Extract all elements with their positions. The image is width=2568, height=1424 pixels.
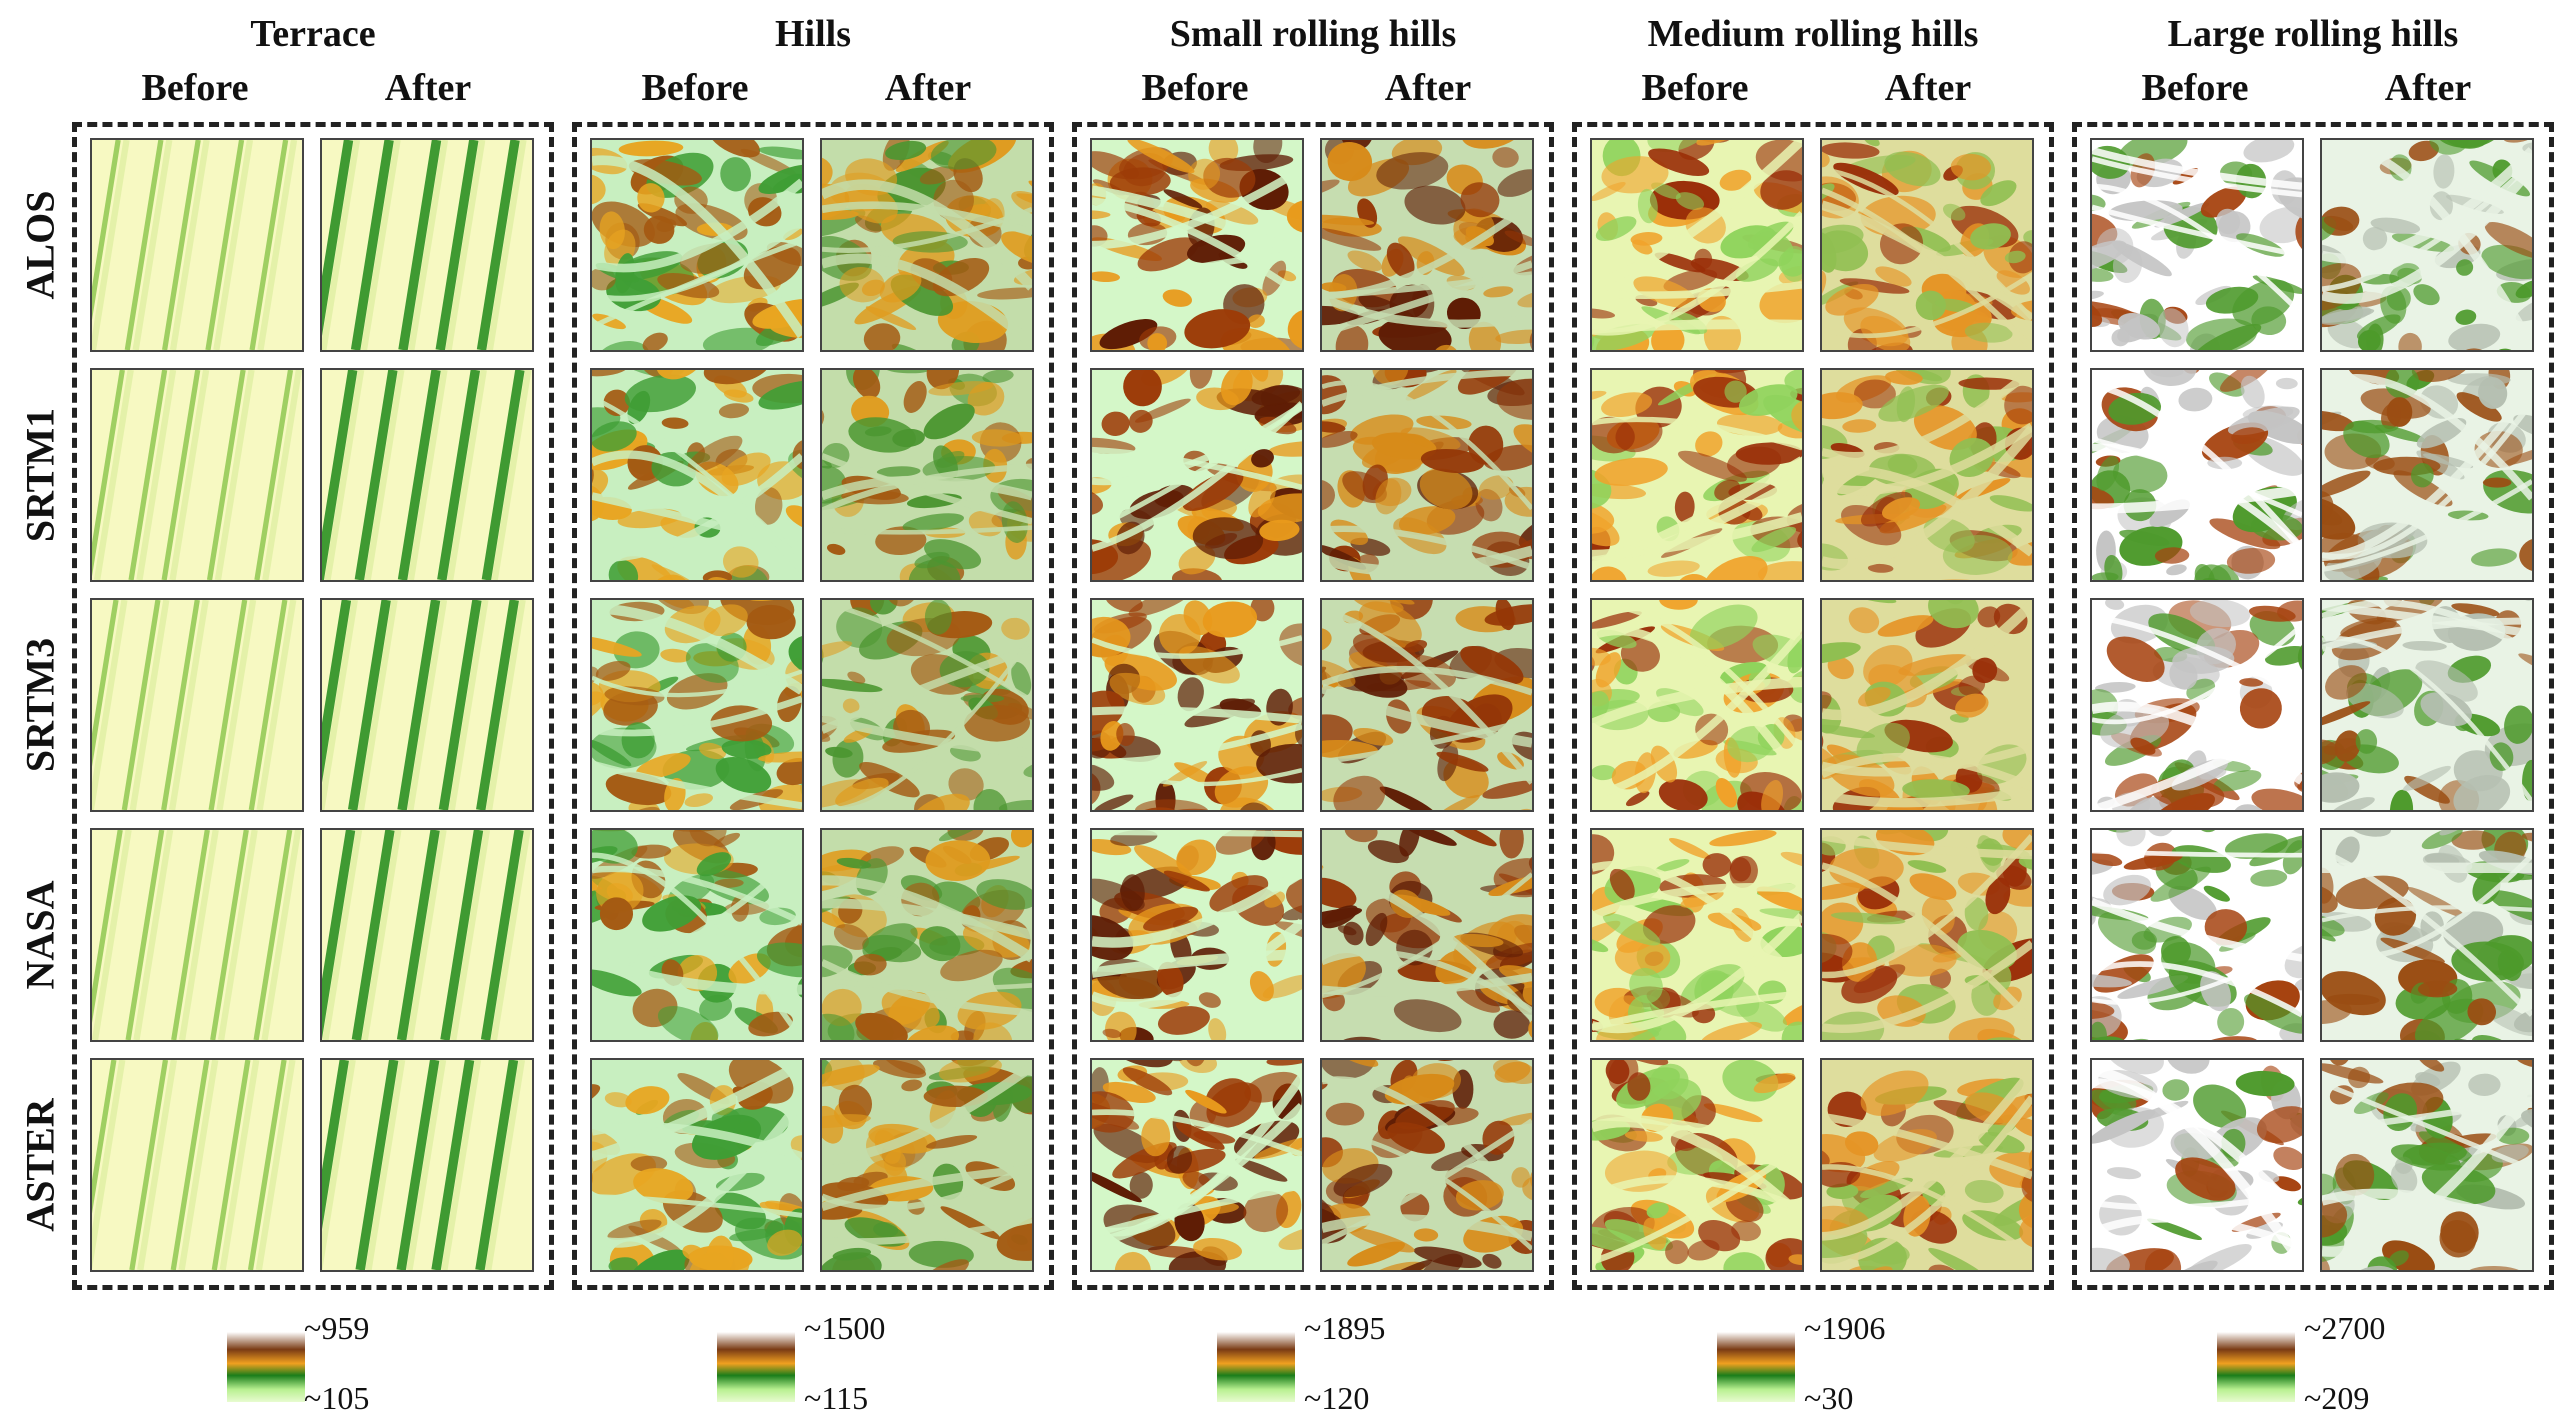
dem-tile-alos-after xyxy=(1320,138,1534,352)
before-label: Before xyxy=(141,67,249,109)
dem-tile-srtm1-before xyxy=(1090,368,1304,582)
dem-tile-srtm1-before xyxy=(2090,368,2304,582)
dem-tile-srtm1-before xyxy=(590,368,804,582)
dem-tile-alos-before xyxy=(590,138,804,352)
group-title: Medium rolling hills xyxy=(1647,13,1979,55)
elevation-legend-bar xyxy=(717,1332,795,1402)
dem-tile-nasa-after xyxy=(820,828,1034,1042)
legend-max-label: ~1500 xyxy=(804,1310,886,1346)
dem-tile-aster-after xyxy=(320,1058,534,1272)
legend-min-label: ~209 xyxy=(2304,1380,2370,1416)
after-label: After xyxy=(884,67,972,109)
group-box-hills xyxy=(572,122,1054,1290)
dem-tile-srtm3-after xyxy=(1320,598,1534,812)
legend-max-label: ~1906 xyxy=(1804,1310,1886,1346)
dem-tile-nasa-after xyxy=(320,828,534,1042)
after-label: After xyxy=(2384,67,2472,109)
group-title: Small rolling hills xyxy=(1169,13,1457,55)
elevation-legend-bar xyxy=(1217,1332,1295,1402)
dem-tile-srtm3-before xyxy=(590,598,804,812)
before-label: Before xyxy=(641,67,749,109)
row-label-srtm1: SRTM1 xyxy=(17,407,63,543)
dem-tile-srtm3-after xyxy=(1820,598,2034,812)
legend-min-label: ~30 xyxy=(1804,1380,1854,1416)
legend-max-label: ~959 xyxy=(304,1310,370,1346)
group-title: Terrace xyxy=(250,13,376,55)
dem-tile-alos-after xyxy=(1820,138,2034,352)
dem-tile-aster-after xyxy=(2320,1058,2534,1272)
elevation-legend-bar xyxy=(227,1332,305,1402)
dem-tile-srtm3-after xyxy=(2320,598,2534,812)
legend-max-label: ~2700 xyxy=(2304,1310,2386,1346)
group-title: Hills xyxy=(774,13,852,55)
legend-max-label: ~1895 xyxy=(1304,1310,1386,1346)
dem-tile-aster-before xyxy=(1590,1058,1804,1272)
dem-tile-aster-before xyxy=(1090,1058,1304,1272)
dem-tile-srtm1-before xyxy=(90,368,304,582)
dem-tile-srtm3-before xyxy=(90,598,304,812)
group-box-terrace xyxy=(72,122,554,1290)
after-label: After xyxy=(1384,67,1472,109)
dem-tile-nasa-before xyxy=(1090,828,1304,1042)
row-label-alos: ALOS xyxy=(17,190,63,300)
dem-tile-nasa-after xyxy=(2320,828,2534,1042)
row-label-aster: ASTER xyxy=(17,1098,63,1232)
dem-tile-alos-before xyxy=(1590,138,1804,352)
after-label: After xyxy=(384,67,472,109)
dem-tile-alos-after xyxy=(320,138,534,352)
elevation-legend-bar xyxy=(2217,1332,2295,1402)
legend-min-label: ~115 xyxy=(804,1380,869,1416)
dem-tile-nasa-before xyxy=(90,828,304,1042)
dem-tile-srtm1-after xyxy=(1320,368,1534,582)
group-box-small xyxy=(1072,122,1554,1290)
dem-tile-srtm1-before xyxy=(1590,368,1804,582)
dem-tile-srtm3-before xyxy=(1590,598,1804,812)
dem-tile-aster-before xyxy=(590,1058,804,1272)
dem-tile-nasa-before xyxy=(2090,828,2304,1042)
dem-tile-aster-after xyxy=(1820,1058,2034,1272)
dem-tile-srtm3-after xyxy=(320,598,534,812)
before-label: Before xyxy=(1141,67,1249,109)
dem-tile-alos-before xyxy=(2090,138,2304,352)
dem-tile-alos-before xyxy=(1090,138,1304,352)
dem-tile-nasa-after xyxy=(1820,828,2034,1042)
before-label: Before xyxy=(2141,67,2249,109)
group-title: Large rolling hills xyxy=(2167,13,2459,55)
dem-tile-srtm3-after xyxy=(820,598,1034,812)
elevation-legend-bar xyxy=(1717,1332,1795,1402)
legend-min-label: ~120 xyxy=(1304,1380,1370,1416)
dem-tile-srtm1-after xyxy=(2320,368,2534,582)
dem-tile-alos-after xyxy=(2320,138,2534,352)
group-box-large xyxy=(2072,122,2554,1290)
dem-tile-nasa-after xyxy=(1320,828,1534,1042)
dem-tile-aster-before xyxy=(90,1058,304,1272)
dem-tile-srtm1-after xyxy=(320,368,534,582)
dem-tile-aster-after xyxy=(1320,1058,1534,1272)
before-label: Before xyxy=(1641,67,1749,109)
dem-tile-nasa-before xyxy=(1590,828,1804,1042)
dem-tile-aster-before xyxy=(2090,1058,2304,1272)
dem-tile-alos-after xyxy=(820,138,1034,352)
legend-min-label: ~105 xyxy=(304,1380,370,1416)
dem-tile-srtm3-before xyxy=(1090,598,1304,812)
dem-tile-nasa-before xyxy=(590,828,804,1042)
dem-tile-alos-before xyxy=(90,138,304,352)
dem-tile-srtm1-after xyxy=(820,368,1034,582)
dem-tile-srtm1-after xyxy=(1820,368,2034,582)
dem-tile-aster-after xyxy=(820,1058,1034,1272)
group-box-medium xyxy=(1572,122,2054,1290)
after-label: After xyxy=(1884,67,1972,109)
dem-tile-srtm3-before xyxy=(2090,598,2304,812)
row-label-nasa: NASA xyxy=(17,880,63,990)
row-label-srtm3: SRTM3 xyxy=(17,637,63,773)
